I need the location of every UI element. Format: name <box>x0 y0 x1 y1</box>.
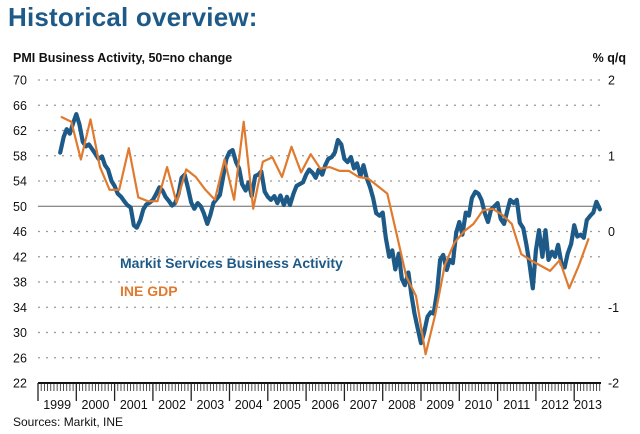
x-tick-label: 2012 <box>541 398 569 412</box>
y2-tick-label: 1 <box>608 149 615 163</box>
legend-pmi: Markit Services Business Activity <box>120 255 343 271</box>
series-line-pmi <box>58 111 603 346</box>
x-tick-label: 2005 <box>273 398 301 412</box>
y-tick-label: 66 <box>13 99 27 113</box>
y-tick-label: 22 <box>13 377 27 391</box>
x-tick-label: 2011 <box>503 398 530 412</box>
x-tick-label: 2006 <box>311 398 339 412</box>
y-tick-label: 50 <box>13 200 27 214</box>
source-note: Sources: Markit, INE <box>13 415 124 429</box>
y2-tick-label: -1 <box>608 301 619 315</box>
series-line-gdp <box>60 115 590 356</box>
x-tick-label: 2013 <box>574 398 602 412</box>
x-tick-label: 2004 <box>235 398 263 412</box>
right-axis-title: % q/q <box>592 51 626 65</box>
x-tick-label: 1999 <box>43 398 71 412</box>
x-tick-label: 2009 <box>426 398 454 412</box>
y-tick-label: 54 <box>13 175 27 189</box>
legend-gdp: INE GDP <box>120 283 178 299</box>
y-tick-label: 70 <box>13 74 27 88</box>
x-axis: 1999 2000 2001 2002 2003 2004 2005 2006 2007 2008… <box>37 382 602 412</box>
y-tick-label: 30 <box>13 326 27 340</box>
y-tick-label: 38 <box>13 276 27 290</box>
x-tick-label: 2000 <box>82 398 110 412</box>
y-tick-label: 58 <box>13 149 27 163</box>
y-tick-label: 26 <box>13 351 27 365</box>
left-axis-title: PMI Business Activity, 50=no change <box>13 51 233 65</box>
x-tick-label: 2008 <box>388 398 416 412</box>
x-tick-label: 2010 <box>465 398 493 412</box>
x-tick-label: 2003 <box>196 398 224 412</box>
y-tick-label: 46 <box>13 225 27 239</box>
y2-tick-label: 2 <box>608 74 615 88</box>
left-axis-ticks: 70 66 62 58 54 50 46 42 38 34 30 26 22 <box>13 74 27 391</box>
chart-title: Historical overview: <box>8 2 258 32</box>
y-tick-label: 34 <box>13 301 27 315</box>
y2-tick-label: -2 <box>608 377 619 391</box>
legend: Markit Services Business Activity INE GD… <box>120 255 343 299</box>
x-tick-label: 2002 <box>158 398 186 412</box>
y2-tick-label: 0 <box>608 225 615 239</box>
series-lines <box>58 111 603 356</box>
right-axis-ticks: 2 1 0 -1 -2 <box>608 74 619 391</box>
y-tick-label: 62 <box>13 124 27 138</box>
y-tick-label: 42 <box>13 250 27 264</box>
x-tick-label: 2001 <box>120 398 148 412</box>
x-tick-label: 2007 <box>350 398 378 412</box>
gridlines <box>38 79 601 359</box>
